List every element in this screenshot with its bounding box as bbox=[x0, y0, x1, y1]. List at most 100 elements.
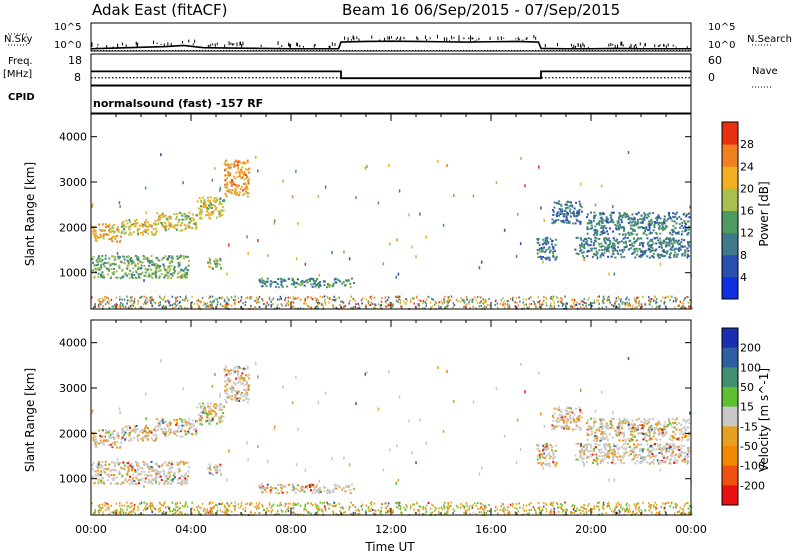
power-echo bbox=[182, 269, 185, 272]
power-echo bbox=[678, 242, 681, 245]
velocity-echo bbox=[645, 433, 648, 436]
power-clutter bbox=[379, 306, 382, 309]
power-echo bbox=[641, 220, 644, 223]
power-clutter bbox=[278, 307, 280, 310]
velocity-echo bbox=[122, 426, 125, 429]
power-echo bbox=[648, 225, 651, 228]
velocity-echo bbox=[658, 447, 661, 450]
power-clutter bbox=[627, 304, 630, 307]
power-echo bbox=[144, 224, 147, 227]
power-echo bbox=[576, 236, 579, 239]
velocity-echo bbox=[155, 433, 158, 436]
power-echo bbox=[544, 241, 547, 244]
power-clutter bbox=[632, 304, 634, 307]
velocity-echo bbox=[593, 421, 596, 424]
velocity-echo bbox=[605, 433, 608, 436]
velocity-echo bbox=[134, 431, 137, 434]
power-echo bbox=[183, 276, 186, 279]
velocity-echo bbox=[188, 422, 191, 425]
velocity-echo bbox=[655, 437, 658, 440]
power-echo bbox=[158, 275, 161, 278]
power-clutter bbox=[511, 299, 514, 302]
power-echo bbox=[216, 264, 219, 267]
velocity-echo bbox=[308, 484, 311, 487]
velocity-echo bbox=[241, 395, 244, 398]
power-echo bbox=[91, 258, 94, 261]
velocity-clutter bbox=[666, 501, 668, 504]
power-echo bbox=[144, 257, 147, 260]
power-echo bbox=[136, 229, 139, 232]
power-echo bbox=[114, 263, 117, 266]
power-echo bbox=[198, 196, 201, 199]
power-echo bbox=[171, 225, 174, 228]
velocity-echo bbox=[138, 430, 141, 433]
power-echo bbox=[155, 223, 158, 226]
velocity-echo bbox=[155, 477, 158, 480]
power-echo bbox=[190, 220, 193, 223]
power-clutter bbox=[687, 301, 690, 304]
velocity-echo bbox=[296, 484, 299, 487]
velocity-clutter bbox=[379, 512, 382, 515]
velocity-echo bbox=[654, 427, 657, 430]
power-clutter bbox=[555, 296, 558, 299]
velocity-echo bbox=[132, 467, 135, 470]
velocity-echo bbox=[201, 411, 204, 414]
power-clutter bbox=[258, 295, 261, 298]
power-echo bbox=[265, 280, 268, 283]
velocity-echo bbox=[646, 449, 649, 452]
velocity-echo bbox=[667, 449, 670, 452]
power-echo bbox=[638, 248, 641, 251]
velocity-echo bbox=[121, 474, 124, 477]
velocity-echo bbox=[569, 414, 572, 417]
velocity-echo bbox=[646, 443, 649, 446]
velocity-echo bbox=[662, 427, 665, 430]
velocity-echo bbox=[170, 428, 173, 431]
power-clutter bbox=[550, 295, 553, 298]
velocity-echo bbox=[601, 436, 604, 439]
power-echo bbox=[233, 165, 236, 168]
velocity-clutter bbox=[292, 507, 295, 510]
velocity-clutter bbox=[240, 504, 243, 507]
power-echo bbox=[607, 255, 610, 258]
velocity-echo bbox=[621, 455, 624, 458]
power-echo bbox=[218, 212, 221, 215]
power-echo bbox=[628, 248, 631, 251]
velocity-echo bbox=[114, 462, 117, 465]
power-echo bbox=[243, 162, 246, 165]
power-echo bbox=[577, 210, 580, 213]
power-clutter bbox=[272, 303, 274, 306]
power-echo bbox=[541, 243, 544, 246]
power-clutter bbox=[258, 305, 261, 308]
power-echo bbox=[246, 169, 249, 172]
velocity-echo bbox=[634, 428, 637, 431]
velocity-echo bbox=[95, 440, 98, 443]
velocity-echo bbox=[153, 469, 156, 472]
power-echo bbox=[596, 231, 599, 234]
power-echo bbox=[567, 220, 570, 223]
velocity-clutter bbox=[114, 510, 116, 513]
power-echo bbox=[622, 229, 625, 232]
power-echo bbox=[625, 245, 628, 248]
power-echo bbox=[220, 209, 223, 212]
velocity-echo bbox=[154, 439, 157, 442]
power-echo bbox=[411, 245, 413, 249]
power-clutter bbox=[619, 300, 622, 303]
power-echo bbox=[227, 174, 230, 177]
power-echo bbox=[243, 192, 246, 195]
power-echo bbox=[640, 214, 643, 217]
velocity-echo bbox=[180, 480, 183, 483]
velocity-echo bbox=[124, 437, 127, 440]
power-echo bbox=[165, 268, 168, 271]
power-echo bbox=[678, 223, 681, 226]
velocity-echo bbox=[671, 425, 674, 428]
velocity-echo bbox=[129, 475, 132, 478]
velocity-echo bbox=[628, 440, 631, 443]
power-echo bbox=[233, 163, 236, 166]
power-echo bbox=[563, 209, 566, 212]
power-clutter bbox=[191, 306, 193, 309]
power-clutter bbox=[226, 303, 229, 306]
power-echo bbox=[178, 256, 181, 259]
power-clutter bbox=[256, 298, 258, 301]
velocity-echo bbox=[95, 465, 98, 468]
velocity-echo bbox=[563, 427, 566, 430]
